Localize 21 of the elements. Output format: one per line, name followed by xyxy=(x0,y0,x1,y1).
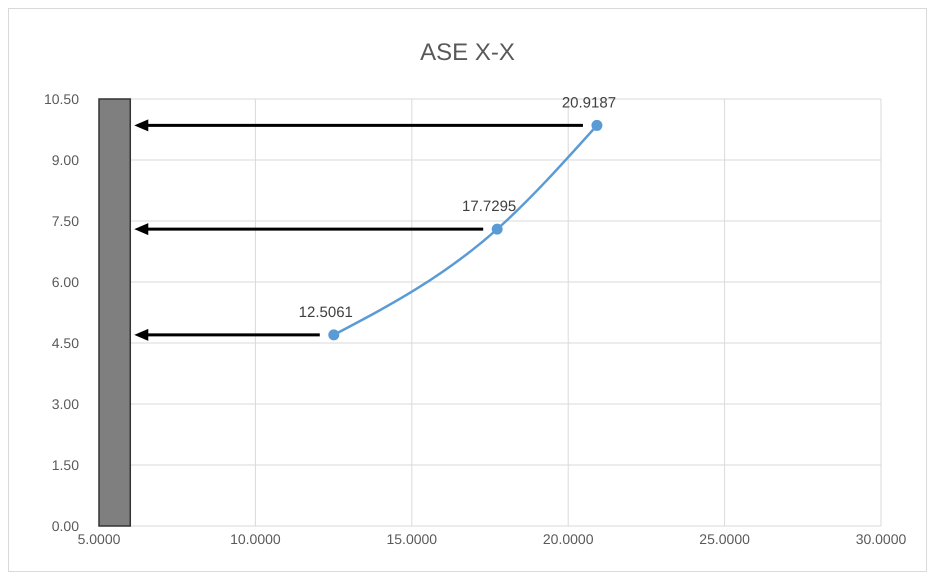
x-tick-label: 30.0000 xyxy=(856,530,907,547)
x-tick-label: 25.0000 xyxy=(699,530,750,547)
point xyxy=(591,120,602,131)
annotation: 17.7295 xyxy=(462,198,516,216)
chart-title: ASE X-X xyxy=(419,39,516,67)
x-tick-label: 5.0000 xyxy=(78,530,121,547)
annotation: 20.9187 xyxy=(562,94,616,112)
y-tick-label: 6.00 xyxy=(52,274,80,290)
x-tick-label: 20.0000 xyxy=(542,530,594,547)
point xyxy=(492,224,503,235)
y-tick-label: 0.00 xyxy=(52,518,80,534)
y-tick-label: 7.50 xyxy=(52,212,80,229)
y-tick-label: 9.00 xyxy=(52,152,80,168)
y-tick-label: 10.50 xyxy=(44,90,80,107)
annotation: 12.5061 xyxy=(298,304,353,321)
x-tick-label: 15.0000 xyxy=(386,530,438,547)
y-tick-label: 3.00 xyxy=(52,396,80,412)
point xyxy=(328,329,340,340)
y-tick-label: 1.50 xyxy=(52,456,80,473)
y-tick-label: 4.50 xyxy=(52,334,80,351)
x-tick-label: 10.0000 xyxy=(230,530,281,547)
